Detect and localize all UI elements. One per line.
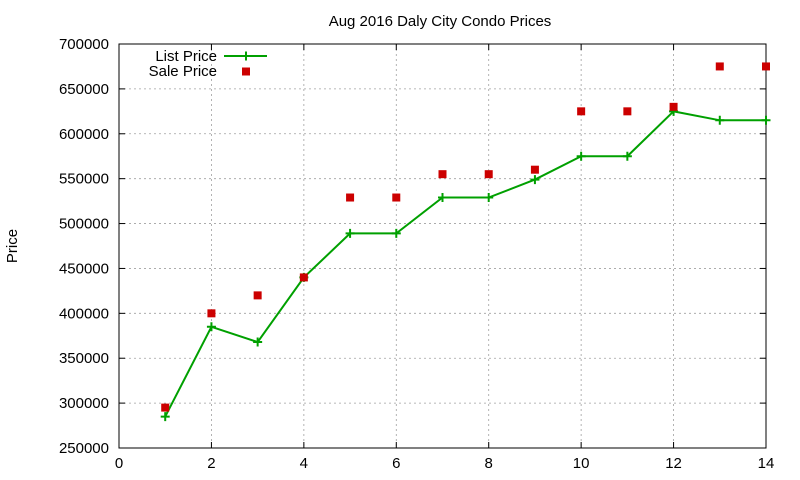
data-point-sale-price	[346, 193, 355, 202]
data-point-sale-price	[623, 107, 632, 116]
y-tick-label: 450000	[59, 260, 109, 277]
data-point-sale-price	[299, 273, 308, 282]
data-point-sale-price	[484, 170, 493, 179]
y-tick-label: 300000	[59, 395, 109, 412]
y-tick-label: 500000	[59, 216, 109, 233]
x-tick-label: 10	[573, 455, 590, 472]
x-tick-label: 12	[665, 455, 682, 472]
x-tick-label: 8	[485, 455, 493, 472]
legend-marker-sale-price	[242, 67, 250, 76]
data-point-list-price	[576, 151, 586, 161]
data-point-list-price	[484, 193, 494, 203]
y-tick-label: 250000	[59, 440, 109, 457]
data-point-sale-price	[669, 102, 678, 111]
legend: List Price Sale Price	[149, 48, 267, 80]
legend-label-list-price: List Price	[155, 48, 217, 65]
data-point-list-price	[206, 322, 216, 332]
data-point-sale-price	[438, 170, 447, 179]
data-point-list-price	[715, 115, 725, 125]
y-tick-label: 550000	[59, 171, 109, 188]
data-point-list-price	[530, 175, 540, 185]
x-tick-label: 14	[758, 455, 775, 472]
data-point-sale-price	[392, 193, 401, 202]
x-tick-label: 2	[207, 455, 215, 472]
y-tick-label: 650000	[59, 81, 109, 98]
data-point-sale-price	[161, 403, 170, 412]
grid	[119, 44, 766, 448]
data-point-list-price	[438, 193, 447, 203]
y-tick-label: 700000	[59, 36, 109, 53]
y-axis-label: Price	[4, 229, 21, 263]
y-axis-ticks: 250000 300000 350000 400000 450000 500000 5500…	[59, 36, 766, 457]
data-point-list-price	[761, 115, 771, 125]
legend-marker-list-price	[241, 51, 251, 61]
x-tick-label: 4	[300, 455, 308, 472]
x-tick-label: 0	[115, 455, 123, 472]
data-point-sale-price	[715, 62, 724, 71]
data-point-sale-price	[762, 62, 770, 71]
data-point-list-price	[345, 228, 355, 238]
y-tick-label: 350000	[59, 350, 109, 367]
data-point-list-price	[160, 412, 170, 422]
data-point-list-price	[391, 228, 401, 238]
x-tick-label: 6	[392, 455, 400, 472]
chart-title: Aug 2016 Daly City Condo Prices	[329, 13, 552, 30]
data-point-sale-price	[207, 309, 216, 318]
legend-label-sale-price: Sale Price	[149, 63, 217, 80]
x-axis-ticks: 0 2 4 6 8 10 12 14	[115, 44, 775, 472]
series	[160, 62, 771, 422]
series-line-list-price	[164, 110, 766, 418]
data-point-sale-price	[253, 291, 262, 300]
data-point-list-price	[253, 337, 263, 347]
y-tick-label: 600000	[59, 126, 109, 143]
plot-frame	[118, 43, 767, 449]
data-point-sale-price	[577, 107, 586, 116]
data-point-list-price	[622, 151, 632, 161]
y-tick-label: 400000	[59, 305, 109, 322]
data-point-sale-price	[530, 165, 539, 174]
